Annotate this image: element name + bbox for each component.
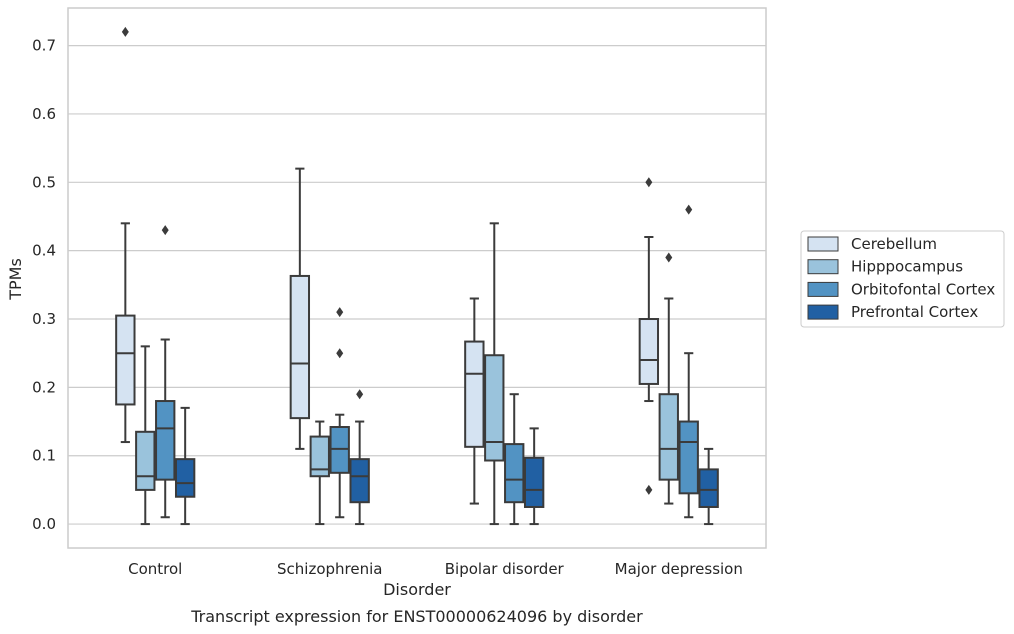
y-tick-label: 0.7 (32, 37, 56, 55)
box-group (464, 297, 485, 505)
box-group (115, 26, 136, 444)
outlier-marker (336, 307, 344, 318)
box-group (349, 389, 370, 526)
outlier-marker (161, 225, 169, 236)
box-group (174, 406, 196, 526)
x-tick-label: Control (128, 560, 182, 578)
box-iqr (289, 274, 311, 420)
box-iqr (658, 393, 679, 481)
box-iqr (155, 400, 176, 481)
legend-swatch (807, 304, 839, 320)
outlier-marker (685, 204, 693, 215)
boxes (115, 26, 719, 526)
box-iqr (484, 354, 505, 462)
y-tick-label: 0.2 (32, 378, 56, 396)
outlier-marker (645, 177, 653, 188)
box-group (135, 345, 156, 526)
box-iqr (135, 430, 156, 491)
box-iqr (115, 314, 136, 406)
chart-caption: Transcript expression for ENST0000062409… (190, 607, 643, 626)
plot-area-frame (67, 7, 767, 549)
box-iqr (349, 458, 370, 504)
box-group (638, 177, 660, 495)
outlier-marker (645, 484, 653, 495)
outlier-marker (121, 26, 129, 37)
y-axis-label: TPMs (6, 258, 25, 301)
x-tick-labels: Control Schizophrenia Bipolar disorder Majo… (128, 560, 743, 578)
box-iqr (504, 443, 525, 504)
y-tick-labels: 0.0 0.1 0.2 0.3 0.4 0.5 0.6 0.7 (32, 37, 56, 533)
legend-frame (800, 230, 1005, 328)
legend-label: Orbitofontal Cortex (851, 280, 995, 298)
box-group (309, 420, 330, 526)
box-iqr (329, 426, 350, 474)
box-iqr (174, 458, 196, 498)
outlier-marker (665, 252, 673, 263)
outlier-marker (336, 348, 344, 359)
x-tick-label: Bipolar disorder (445, 560, 565, 578)
box-group (658, 252, 679, 505)
box-group (504, 393, 525, 526)
legend-label: Cerebellum (851, 235, 937, 253)
y-tick-label: 0.1 (32, 447, 56, 465)
y-tick-label: 0.4 (32, 242, 56, 260)
box-group (155, 225, 176, 519)
legend-swatch (807, 259, 839, 275)
box-group (289, 167, 311, 450)
box-iqr (638, 318, 660, 385)
legend: Cerebellum Hipppocampus Orbitofontal Corte… (800, 230, 1005, 328)
y-tick-label: 0.0 (32, 515, 56, 533)
box-iqr (678, 420, 699, 495)
x-tick-label: Major depression (615, 560, 743, 578)
box-group (484, 222, 505, 526)
x-tick-label: Schizophrenia (277, 560, 382, 578)
box-iqr (309, 435, 330, 478)
y-tick-label: 0.5 (32, 173, 56, 191)
y-tick-label: 0.3 (32, 310, 56, 328)
outlier-marker (356, 389, 364, 400)
box-iqr (523, 456, 545, 508)
box-group (329, 307, 350, 519)
box-group (523, 427, 545, 526)
box-iqr (464, 340, 485, 448)
legend-label: Prefrontal Cortex (851, 303, 978, 321)
legend-swatch (807, 281, 839, 297)
legend-label: Hipppocampus (851, 258, 963, 276)
legend-swatch (807, 236, 839, 252)
box-group (678, 204, 699, 519)
box-group (698, 447, 719, 526)
x-axis-label: Disorder (383, 580, 451, 599)
y-tick-label: 0.6 (32, 105, 56, 123)
box-iqr (698, 468, 719, 508)
